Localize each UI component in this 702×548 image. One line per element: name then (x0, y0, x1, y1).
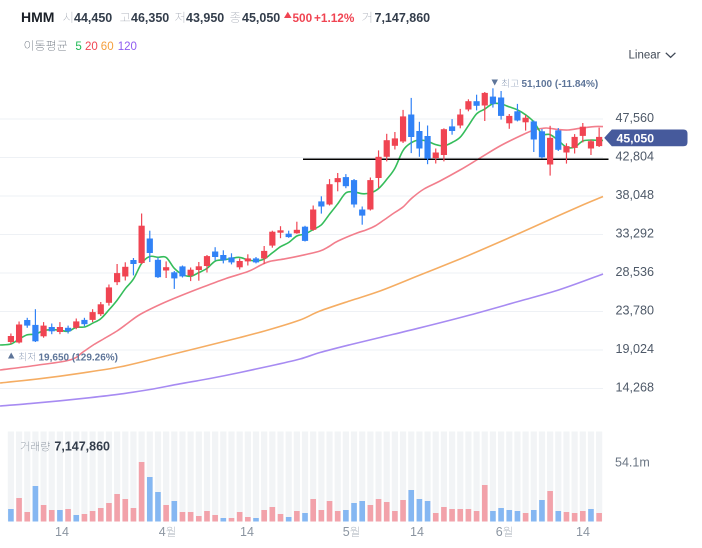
svg-text:19,650 (129.26%): 19,650 (129.26%) (39, 353, 119, 364)
svg-text:5: 5 (75, 41, 81, 53)
svg-text:14: 14 (55, 525, 69, 539)
svg-text:HMM: HMM (21, 9, 54, 25)
svg-text:44,450: 44,450 (74, 11, 112, 25)
svg-text:14: 14 (240, 525, 254, 539)
svg-text:+1.12%: +1.12% (314, 11, 355, 25)
svg-text:20: 20 (85, 41, 98, 53)
svg-text:47,560: 47,560 (616, 111, 655, 125)
svg-text:19,024: 19,024 (616, 342, 655, 356)
svg-text:45,050: 45,050 (617, 131, 655, 145)
svg-text:28,536: 28,536 (616, 265, 655, 279)
svg-text:23,780: 23,780 (616, 304, 655, 318)
svg-text:14: 14 (576, 525, 590, 539)
svg-text:45,050: 45,050 (242, 11, 280, 25)
svg-text:51,100 (-11.84%): 51,100 (-11.84%) (522, 79, 599, 90)
svg-text:46,350: 46,350 (131, 11, 169, 25)
svg-text:60: 60 (101, 41, 114, 53)
svg-text:4: 4 (159, 525, 166, 539)
svg-text:54.1m: 54.1m (615, 456, 650, 470)
svg-text:7,147,860: 7,147,860 (54, 440, 110, 454)
svg-text:14,268: 14,268 (616, 381, 655, 395)
svg-text:14: 14 (410, 525, 424, 539)
svg-text:5: 5 (343, 525, 350, 539)
svg-text:6: 6 (496, 525, 503, 539)
svg-text:33,292: 33,292 (616, 227, 655, 241)
svg-text:7,147,860: 7,147,860 (375, 11, 431, 25)
svg-text:500: 500 (293, 11, 313, 25)
svg-text:Linear: Linear (629, 50, 661, 62)
svg-text:42,804: 42,804 (616, 150, 655, 164)
svg-text:120: 120 (118, 41, 137, 53)
svg-text:38,048: 38,048 (616, 188, 655, 202)
svg-text:43,950: 43,950 (186, 11, 224, 25)
